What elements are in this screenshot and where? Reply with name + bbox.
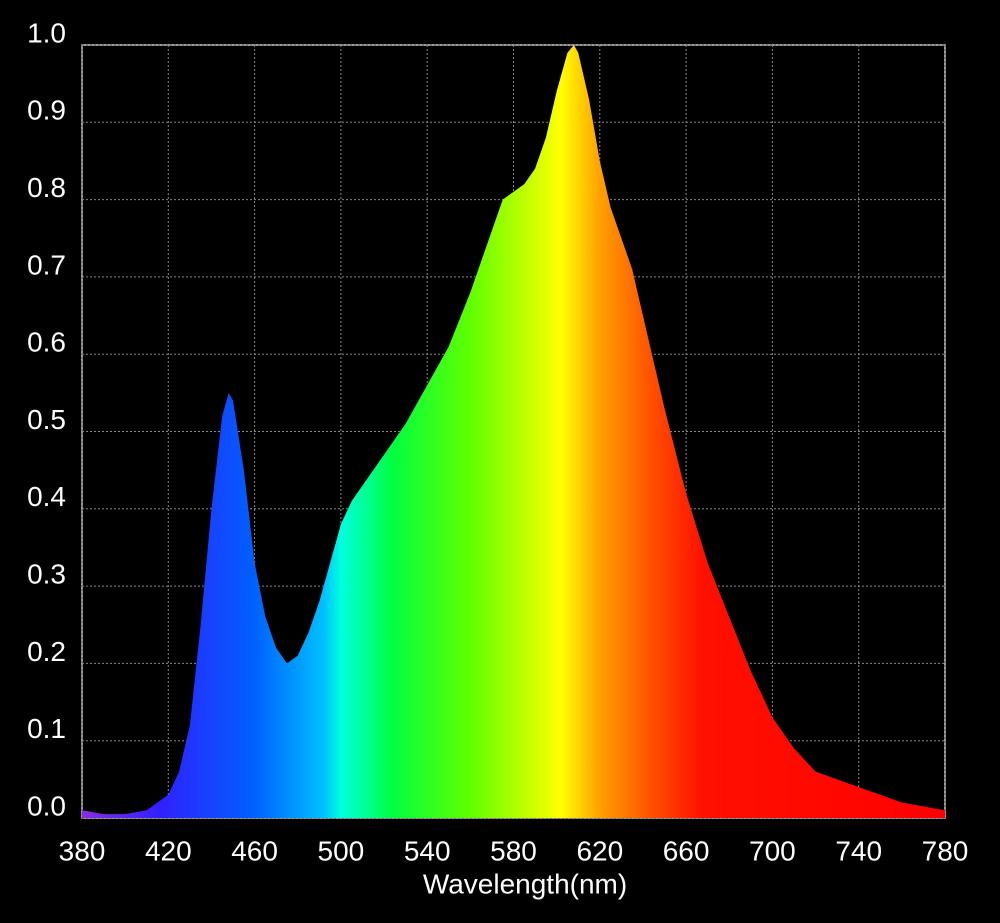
x-tick-label: 420 — [145, 835, 192, 866]
x-tick-label: 500 — [318, 835, 365, 866]
y-tick-label: 0.4 — [27, 481, 66, 512]
x-tick-label: 380 — [59, 835, 106, 866]
x-tick-label: 540 — [404, 835, 451, 866]
x-tick-label: 620 — [576, 835, 623, 866]
y-tick-label: 0.3 — [27, 558, 66, 589]
x-tick-label: 460 — [231, 835, 278, 866]
y-tick-label: 0.7 — [27, 249, 66, 280]
x-tick-label: 780 — [922, 835, 969, 866]
x-tick-label: 700 — [749, 835, 796, 866]
x-tick-label: 740 — [835, 835, 882, 866]
spectrum-area — [82, 45, 945, 818]
y-tick-label: 0.9 — [27, 95, 66, 126]
y-tick-label: 1.0 — [27, 17, 66, 48]
y-tick-label: 0.6 — [27, 327, 66, 358]
y-tick-label: 0.2 — [27, 636, 66, 667]
x-axis-label: Wavelength(nm) — [423, 868, 627, 899]
y-tick-label: 0.1 — [27, 713, 66, 744]
x-tick-label: 660 — [663, 835, 710, 866]
y-tick-label: 0.5 — [27, 404, 66, 435]
y-tick-label: 0.0 — [27, 790, 66, 821]
x-tick-label: 580 — [490, 835, 537, 866]
y-tick-label: 0.8 — [27, 172, 66, 203]
